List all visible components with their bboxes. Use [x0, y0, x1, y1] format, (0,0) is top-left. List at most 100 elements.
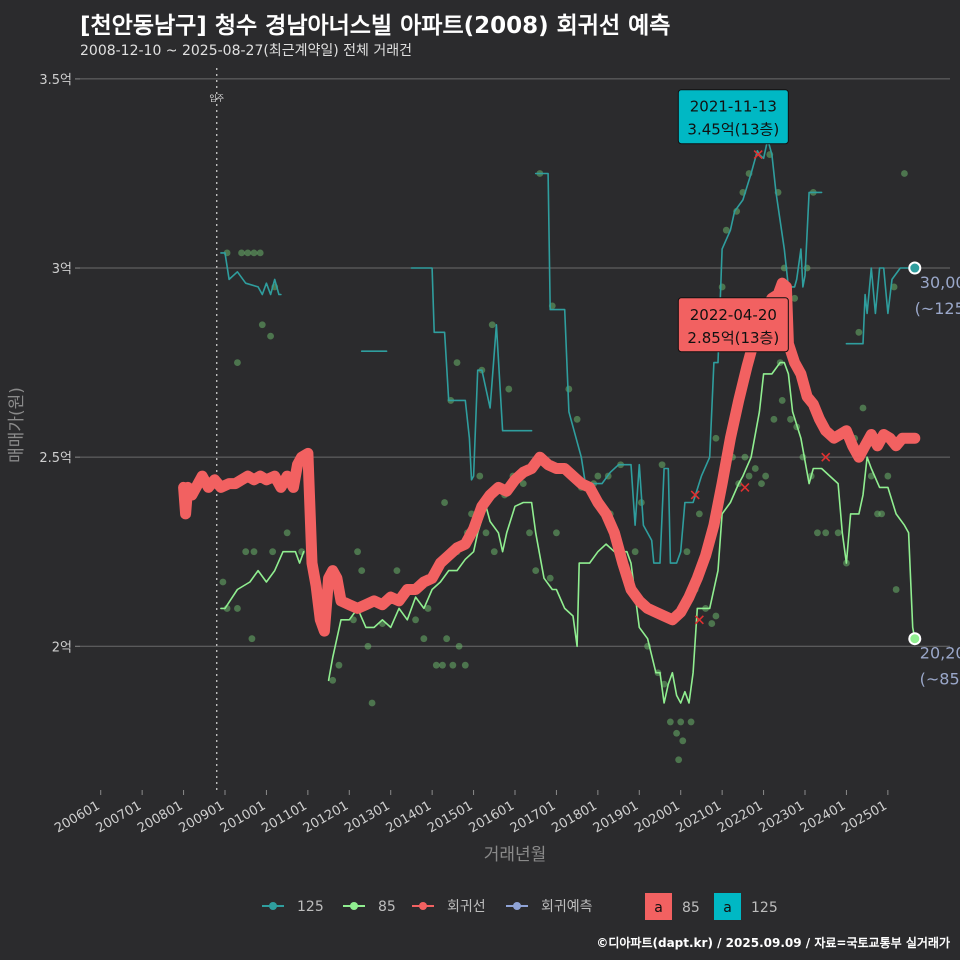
transaction-point — [901, 170, 908, 177]
legend-swatch-key: a — [723, 900, 732, 916]
transaction-point — [867, 472, 875, 480]
transaction-point — [892, 586, 900, 593]
transaction-point — [814, 529, 821, 537]
highlight-marker — [753, 149, 763, 160]
transaction-point — [441, 499, 448, 506]
transaction-point — [329, 676, 337, 684]
callout-box — [677, 297, 789, 353]
transaction-point — [519, 480, 527, 488]
transaction-point — [722, 226, 730, 234]
transaction-point — [787, 415, 794, 423]
transaction-point — [393, 567, 401, 575]
transaction-point — [679, 737, 687, 745]
end-value-85: 20,200 — [920, 644, 960, 663]
transaction-point — [712, 434, 720, 442]
x-tick-label: 201501 — [425, 798, 475, 836]
transaction-point — [242, 548, 250, 556]
transaction-point — [432, 661, 440, 669]
transaction-point — [855, 328, 863, 336]
transaction-point — [631, 548, 639, 556]
transaction-point — [683, 548, 691, 556]
x-tick-label: 202101 — [674, 798, 724, 836]
callout-price: 2.85억(13층) — [687, 329, 779, 347]
end-point-125 — [908, 261, 922, 275]
x-tick-label: 202401 — [798, 798, 848, 836]
legend-swatch — [714, 893, 741, 920]
x-tick-label: 200901 — [177, 798, 227, 836]
transaction-point — [488, 321, 496, 329]
callout-box — [677, 89, 789, 145]
transaction-point — [283, 529, 291, 537]
transaction-point — [219, 578, 227, 586]
x-tick-label: 201601 — [467, 798, 517, 836]
legend-label: 회귀선 — [447, 899, 486, 915]
y-tick-label: 3억 — [52, 262, 72, 277]
transaction-point — [358, 567, 366, 575]
transaction-point — [553, 529, 560, 537]
transaction-point — [449, 661, 457, 669]
legend-swatch-key: a — [654, 900, 663, 916]
x-tick-label: 200701 — [94, 798, 144, 836]
transaction-point — [267, 332, 274, 340]
transaction-point — [269, 548, 277, 556]
legend-label: 85 — [378, 899, 396, 915]
transaction-point — [687, 718, 695, 726]
transaction-point — [250, 548, 258, 556]
transaction-point — [234, 605, 241, 612]
x-tick-label: 201001 — [218, 798, 268, 836]
transaction-point — [368, 699, 376, 707]
transaction-point — [695, 510, 703, 518]
transaction-point — [354, 548, 361, 556]
transaction-point — [364, 642, 372, 650]
transaction-point — [526, 529, 533, 537]
transaction-point — [834, 529, 842, 537]
x-tick-label: 200801 — [135, 798, 185, 836]
transaction-point — [712, 612, 720, 620]
transaction-point — [453, 359, 461, 366]
transaction-point — [890, 283, 898, 291]
x-axis-title: 거래년월 — [484, 845, 547, 865]
highlight-marker — [694, 615, 704, 625]
x-tick-label: 201201 — [301, 798, 351, 836]
x-tick-label: 201701 — [508, 798, 558, 836]
y-tick-label: 3.5억 — [39, 73, 72, 88]
transaction-point — [762, 472, 770, 480]
legend-label: 85 — [682, 900, 700, 916]
transaction-point — [822, 529, 830, 537]
callout-date: 2021-11-13 — [690, 98, 777, 116]
transaction-point — [751, 465, 759, 472]
series-line-125 — [220, 138, 914, 564]
x-tick-label: 201901 — [591, 798, 641, 836]
series-line-85 — [220, 361, 916, 704]
transaction-point — [532, 567, 540, 575]
transaction-point — [770, 415, 778, 423]
transaction-point — [658, 461, 666, 469]
highlight-marker — [690, 490, 700, 500]
transaction-point — [420, 635, 428, 643]
transaction-point — [791, 294, 799, 302]
transaction-point — [461, 661, 469, 669]
x-tick-label: 202001 — [632, 798, 682, 836]
transaction-point — [546, 574, 554, 582]
transaction-point — [666, 718, 674, 726]
end-area-125: (~125㎡) — [915, 299, 960, 318]
x-tick-label: 202201 — [715, 798, 765, 836]
transaction-point — [573, 415, 581, 423]
callout-price: 3.45억(13층) — [687, 121, 779, 139]
legend-label: 회귀예측 — [541, 899, 593, 915]
series-line-regression — [178, 277, 921, 637]
chart-subtitle: 2008-12-10 ~ 2025-08-27(최근계약일) 전체 거래건 — [80, 43, 412, 59]
transaction-point — [741, 453, 749, 461]
legend-dot — [350, 902, 358, 910]
x-tick-label: 202301 — [757, 798, 807, 836]
x-tick-label: 201101 — [259, 798, 309, 836]
transaction-point — [350, 616, 357, 624]
legend-dot — [269, 902, 277, 910]
transaction-point — [244, 249, 252, 257]
chart-title: [천안동남구] 청수 경남아너스빌 아파트(2008) 회귀선 예측 — [80, 13, 671, 39]
legend: 125 85 회귀선 회귀예측 a 85 a 125 — [262, 893, 778, 920]
x-tick-label: 201301 — [342, 798, 392, 836]
transaction-point — [424, 605, 432, 612]
transaction-point — [482, 529, 490, 537]
